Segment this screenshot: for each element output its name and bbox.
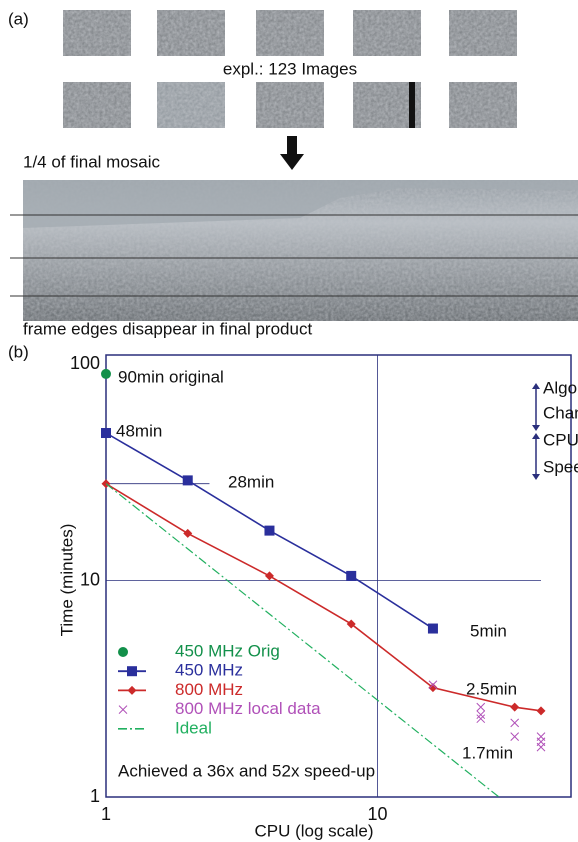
point	[346, 570, 357, 581]
annotation: 1.7min	[462, 743, 513, 762]
point	[264, 525, 275, 536]
point	[510, 718, 520, 728]
annotation: Achieved a 36x and 52x speed-up	[118, 761, 375, 780]
panel-label: (b)	[8, 342, 29, 361]
legend-label: 450 MHz	[175, 661, 243, 680]
point	[536, 706, 546, 716]
point	[510, 732, 520, 742]
legend-label: Ideal	[175, 718, 212, 737]
side-note: Speed-up	[543, 457, 578, 476]
series	[106, 483, 500, 797]
legend-label: 800 MHz	[175, 680, 243, 699]
side-note: Algorithm	[543, 378, 578, 397]
plot-frame	[105, 354, 572, 798]
point	[127, 685, 137, 695]
point	[428, 683, 438, 693]
side-note: CPU	[543, 430, 578, 449]
x-tick-label: 1	[101, 804, 111, 824]
y-axis-label: Time (minutes)	[57, 524, 76, 637]
mosaic	[10, 180, 578, 321]
point	[536, 742, 546, 752]
point	[264, 571, 274, 581]
y-tick-label: 10	[80, 569, 100, 589]
point	[427, 623, 438, 634]
y-tick-label: 1	[90, 786, 100, 806]
legend-label: 800 MHz local data	[175, 699, 321, 718]
line	[106, 483, 500, 797]
point	[182, 475, 193, 486]
point	[183, 528, 193, 538]
annotation: 28min	[228, 472, 274, 491]
legend-label: 450 MHz Orig	[175, 641, 280, 660]
point	[118, 647, 128, 657]
annotation: 2.5min	[466, 679, 517, 698]
point	[127, 666, 137, 677]
sky	[23, 180, 578, 228]
side-note: Changes	[543, 403, 578, 422]
annotation: 48min	[116, 421, 162, 440]
caption: frame edges disappear in final product	[23, 319, 312, 338]
caption: 1/4 of final mosaic	[23, 152, 161, 171]
annotation: 5min	[470, 621, 507, 640]
x-tick-label: 10	[368, 804, 388, 824]
point	[476, 702, 486, 712]
series	[106, 483, 541, 712]
point	[428, 680, 438, 690]
y-tick-label: 100	[70, 353, 100, 373]
annotation: 90min original	[118, 367, 224, 386]
point	[101, 428, 111, 439]
point	[510, 702, 520, 712]
dark-edge	[409, 82, 415, 128]
point	[346, 619, 356, 629]
point	[101, 368, 111, 379]
x-axis-label: CPU (log scale)	[254, 821, 373, 840]
point	[476, 714, 486, 724]
panel-label: (a)	[8, 9, 29, 28]
label-bg	[215, 58, 365, 80]
point	[118, 705, 128, 714]
caption: expl.: 123 Images	[223, 59, 357, 78]
line	[106, 483, 541, 712]
arrow	[280, 136, 304, 170]
point	[476, 710, 486, 720]
